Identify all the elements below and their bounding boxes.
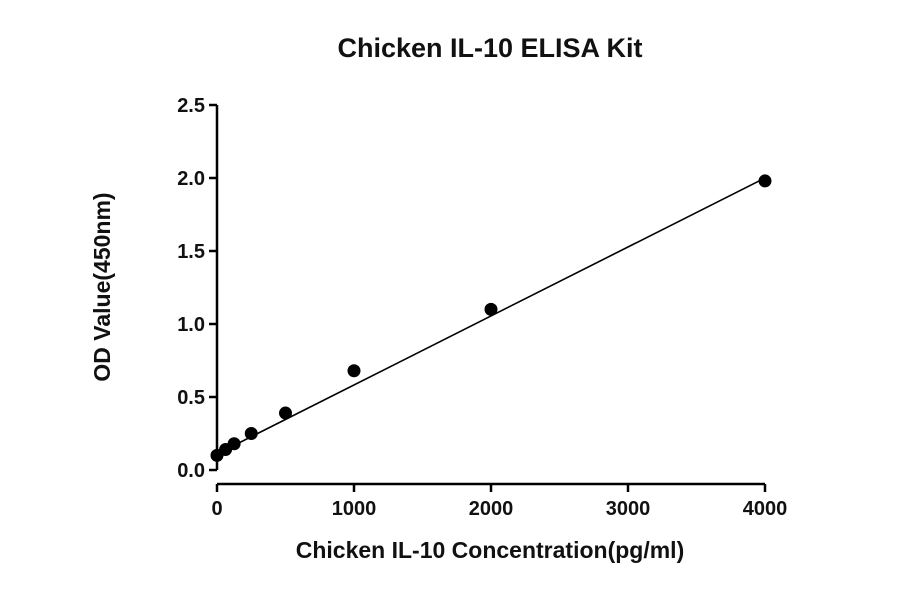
y-tick-label: 1.5 xyxy=(177,241,205,263)
y-tick-label: 0.5 xyxy=(177,387,205,409)
data-point xyxy=(758,174,772,188)
x-tick-label: 3000 xyxy=(606,498,651,520)
x-tick-label: 0 xyxy=(211,498,222,520)
data-point xyxy=(347,364,361,378)
y-tick-label: 0.0 xyxy=(177,460,205,482)
y-tick-label: 1.0 xyxy=(177,314,205,336)
fit-line xyxy=(216,177,766,455)
chart-title: Chicken IL-10 ELISA Kit xyxy=(337,33,642,63)
data-point xyxy=(484,302,498,316)
x-tick-label: 4000 xyxy=(743,498,788,520)
x-ticks: 0 1000 2000 3000 4000 xyxy=(211,484,787,520)
y-axis-label: OD Value(450nm) xyxy=(89,192,115,381)
x-tick-label: 2000 xyxy=(469,498,514,520)
x-tick-label: 1000 xyxy=(332,498,377,520)
y-tick-label: 2.5 xyxy=(177,95,205,117)
data-point xyxy=(244,427,258,440)
y-tick-label: 2.0 xyxy=(177,168,205,190)
data-point xyxy=(279,406,292,420)
data-point xyxy=(227,437,241,451)
fit-line-group xyxy=(216,177,766,455)
data-points xyxy=(210,174,772,462)
y-ticks: 0.0 0.5 1.0 1.5 2.0 2.5 xyxy=(177,95,217,482)
x-axis-label: Chicken IL-10 Concentration(pg/ml) xyxy=(296,537,684,563)
